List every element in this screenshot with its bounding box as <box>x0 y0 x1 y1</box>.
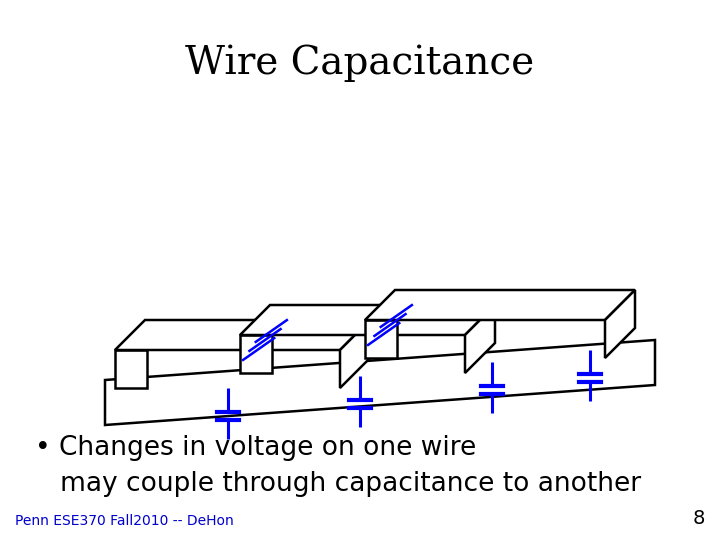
Polygon shape <box>115 350 147 388</box>
Polygon shape <box>105 340 655 425</box>
Polygon shape <box>605 290 635 358</box>
Polygon shape <box>365 320 397 358</box>
Text: Wire Capacitance: Wire Capacitance <box>185 45 535 83</box>
Text: Penn ESE370 Fall2010 -- DeHon: Penn ESE370 Fall2010 -- DeHon <box>15 514 234 528</box>
Polygon shape <box>115 320 370 350</box>
Polygon shape <box>465 305 495 373</box>
Polygon shape <box>240 335 272 373</box>
Polygon shape <box>340 320 370 388</box>
Text: • Changes in voltage on one wire
   may couple through capacitance to another: • Changes in voltage on one wire may cou… <box>35 435 641 497</box>
Text: 8: 8 <box>693 509 705 528</box>
Polygon shape <box>365 290 635 320</box>
Polygon shape <box>240 305 495 335</box>
